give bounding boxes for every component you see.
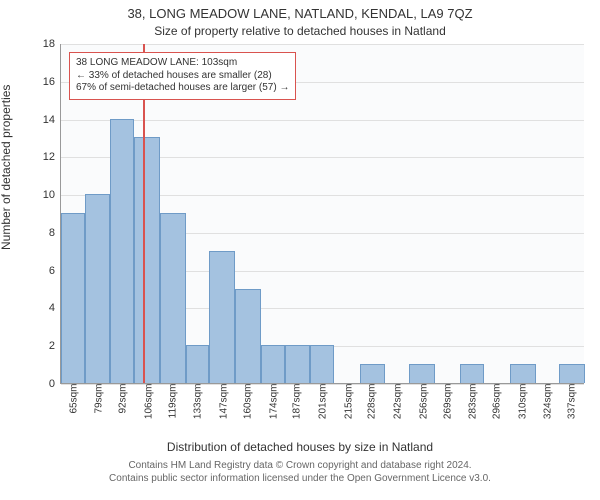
x-tick-label: 228sqm bbox=[367, 384, 378, 420]
x-tick-label: 215sqm bbox=[343, 384, 354, 420]
histogram-bar bbox=[310, 345, 334, 383]
histogram-bar bbox=[285, 345, 311, 383]
x-tick-label: 133sqm bbox=[193, 384, 204, 420]
y-tick-label: 8 bbox=[49, 227, 55, 239]
histogram-bar bbox=[209, 251, 235, 383]
y-tick-label: 10 bbox=[43, 189, 55, 201]
y-tick-label: 12 bbox=[43, 151, 55, 163]
histogram-bar bbox=[409, 364, 435, 383]
x-axis-label: Distribution of detached houses by size … bbox=[0, 440, 600, 454]
callout-box: 38 LONG MEADOW LANE: 103sqm← 33% of deta… bbox=[69, 52, 296, 100]
histogram-bar bbox=[261, 345, 285, 383]
y-tick-label: 18 bbox=[43, 38, 55, 50]
y-tick-label: 14 bbox=[43, 114, 55, 126]
histogram-bar bbox=[559, 364, 585, 383]
plot-area: 02468101214161838 LONG MEADOW LANE: 103s… bbox=[60, 44, 584, 384]
x-tick-label: 201sqm bbox=[318, 384, 329, 420]
callout-line: ← 33% of detached houses are smaller (28… bbox=[76, 70, 289, 83]
histogram-bar bbox=[460, 364, 484, 383]
footer-attribution: Contains HM Land Registry data © Crown c… bbox=[0, 460, 600, 485]
x-tick-label: 296sqm bbox=[492, 384, 503, 420]
x-tick-label: 119sqm bbox=[167, 384, 178, 419]
gridline bbox=[61, 44, 584, 45]
y-tick-label: 6 bbox=[49, 265, 55, 277]
x-tick-label: 269sqm bbox=[442, 384, 453, 420]
x-tick-label: 65sqm bbox=[68, 384, 79, 414]
histogram-bar bbox=[134, 137, 160, 383]
x-tick-label: 106sqm bbox=[143, 384, 154, 420]
chart-title-sub: Size of property relative to detached ho… bbox=[0, 24, 600, 38]
x-tick-label: 242sqm bbox=[393, 384, 404, 420]
histogram-bar bbox=[360, 364, 386, 383]
chart-title-main: 38, LONG MEADOW LANE, NATLAND, KENDAL, L… bbox=[0, 6, 600, 21]
histogram-bar bbox=[510, 364, 536, 383]
x-tick-label: 174sqm bbox=[268, 384, 279, 420]
y-tick-label: 2 bbox=[49, 340, 55, 352]
histogram-bar bbox=[160, 213, 186, 383]
x-tick-label: 79sqm bbox=[94, 384, 105, 414]
y-axis-label: Number of detached properties bbox=[0, 85, 13, 250]
histogram-bar bbox=[186, 345, 210, 383]
x-tick-label: 256sqm bbox=[418, 384, 429, 420]
histogram-bar bbox=[85, 194, 111, 383]
x-tick-label: 283sqm bbox=[468, 384, 479, 420]
footer-line: Contains public sector information licen… bbox=[0, 473, 600, 486]
x-tick-label: 92sqm bbox=[118, 384, 129, 414]
x-tick-label: 310sqm bbox=[517, 384, 528, 420]
gridline bbox=[61, 120, 584, 121]
x-tick-label: 337sqm bbox=[567, 384, 578, 420]
footer-line: Contains HM Land Registry data © Crown c… bbox=[0, 460, 600, 473]
x-tick-label: 187sqm bbox=[292, 384, 303, 420]
y-tick-label: 0 bbox=[49, 378, 55, 390]
callout-line: 38 LONG MEADOW LANE: 103sqm bbox=[76, 57, 289, 70]
histogram-bar bbox=[235, 289, 261, 383]
x-tick-label: 324sqm bbox=[543, 384, 554, 420]
histogram-bar bbox=[61, 213, 85, 383]
y-tick-label: 16 bbox=[43, 76, 55, 88]
x-tick-label: 160sqm bbox=[242, 384, 253, 420]
x-tick-label: 147sqm bbox=[219, 384, 230, 420]
histogram-bar bbox=[110, 119, 134, 383]
callout-line: 67% of semi-detached houses are larger (… bbox=[76, 82, 289, 95]
y-tick-label: 4 bbox=[49, 302, 55, 314]
